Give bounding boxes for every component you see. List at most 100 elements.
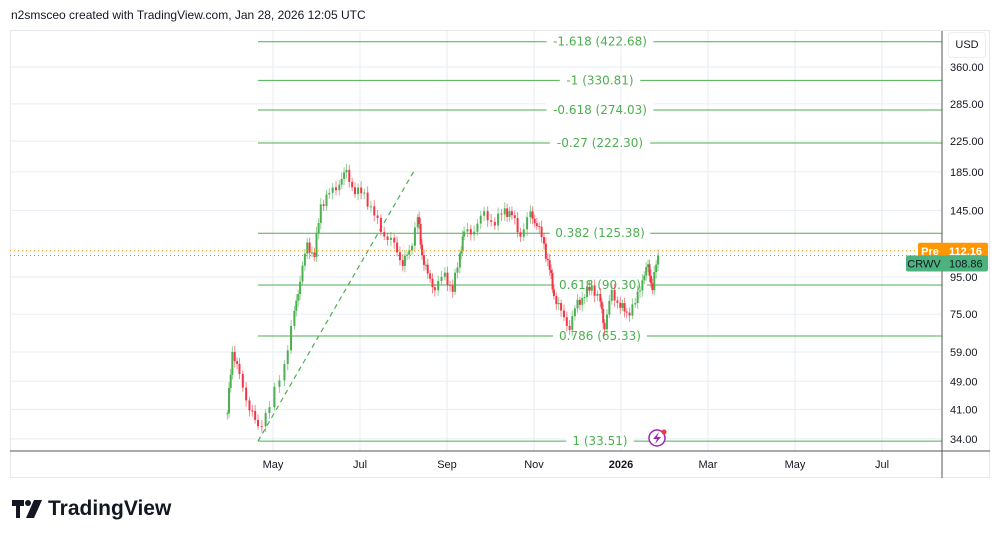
candle-body [278,380,281,387]
candle-body [551,272,554,290]
candle-body [473,231,476,235]
candle-body [357,187,360,195]
candle-body [503,208,506,215]
grid [10,31,942,451]
candle-body [290,326,293,351]
candle-body [535,223,538,227]
candle-body [416,217,419,228]
candle-body [322,204,325,207]
fib-label-bg [549,226,651,241]
candle-body [550,269,553,273]
candle-body [486,211,489,221]
candle-body [351,181,354,188]
candle-body [529,211,532,218]
candle-body [538,226,541,228]
candle-body [590,285,593,291]
candle-body [463,231,466,237]
candle-body [437,281,440,291]
candle-body [229,374,232,388]
fib-trend-line [257,171,415,442]
fib-retracement: -1.618 (422.68) -1 (330.81) -0.618 (274.03… [257,34,942,449]
candle-body [424,264,427,266]
price-tick-label: 145.00 [950,205,984,217]
candle-body [526,217,529,230]
candle-body [236,361,239,364]
candle-body [573,308,576,317]
lightning-glyph [653,432,661,444]
candle-body [293,310,296,327]
candle-body [555,296,558,305]
candle-body [363,192,366,194]
candle-body [456,267,459,273]
candle-body [581,297,584,305]
candle-body [625,311,628,313]
candle-body [647,264,650,268]
candle-body [639,290,642,292]
candle-body [228,387,231,414]
candle-body [426,264,429,274]
candle-body [610,289,613,301]
candle-body [331,187,334,193]
time-tick-label: May [785,459,806,471]
price-tick-label: 75.00 [950,309,978,321]
candle-body [254,410,257,420]
chart-attribution: n2smsceo created with TradingView.com, J… [11,8,366,22]
candle-body [319,204,322,223]
candle-body [440,276,443,282]
pre-market-badge [918,242,988,259]
candle-body [542,237,545,244]
lightning-event-icon [648,429,667,447]
candle-body [531,211,534,219]
candle-body [636,291,639,304]
candle-body [621,303,624,308]
candle-body [233,351,236,362]
candles [226,163,660,433]
candle-body [476,223,479,232]
candle-body [552,289,555,297]
candle-body [479,215,482,224]
axes: 360.00 285.00 225.00 185.00 145.00 95.00 75.00… [10,31,990,478]
symbol-label: CRWV [907,258,941,270]
time-tick-label: 2026 [609,459,633,471]
candle-body [366,192,369,207]
candle-body [483,211,486,216]
candle-body [513,215,516,219]
candle-body [248,400,251,411]
last-price-badge [906,255,988,272]
time-tick-label: Sep [437,459,457,471]
candle-body [297,294,300,301]
candle-body [657,255,660,265]
fib-label-bg [566,434,634,449]
candle-body [649,275,652,284]
candle-body [576,299,579,309]
candle-body [600,301,603,309]
price-tick-label: 95.00 [950,272,978,284]
candle-body [340,178,343,185]
candle-body [623,303,626,312]
candle-body [398,252,401,261]
candle-body [315,232,318,257]
candle-body [310,252,313,254]
candle-body [557,303,560,305]
candle-body [408,250,411,255]
fib-label-bg [546,34,654,49]
candle-body [431,278,434,288]
fib-level-label: -1 (330.81) [566,73,633,87]
candle-body [571,316,574,330]
candle-body [338,184,341,191]
event-dot [661,429,667,435]
fib-level-label: 1 (33.51) [572,434,627,448]
time-tick-label: May [263,459,284,471]
currency-button[interactable]: USD [948,32,986,58]
candle-body [648,264,651,276]
tradingview-logo[interactable]: TradingView [12,497,171,521]
candle-body [403,255,406,266]
candle-body [313,252,316,257]
candle-body [619,302,622,308]
candle-body [451,285,454,292]
candle-body [257,419,260,427]
candle-body [238,363,241,374]
candle-body [325,194,328,207]
candle-body [295,300,298,311]
